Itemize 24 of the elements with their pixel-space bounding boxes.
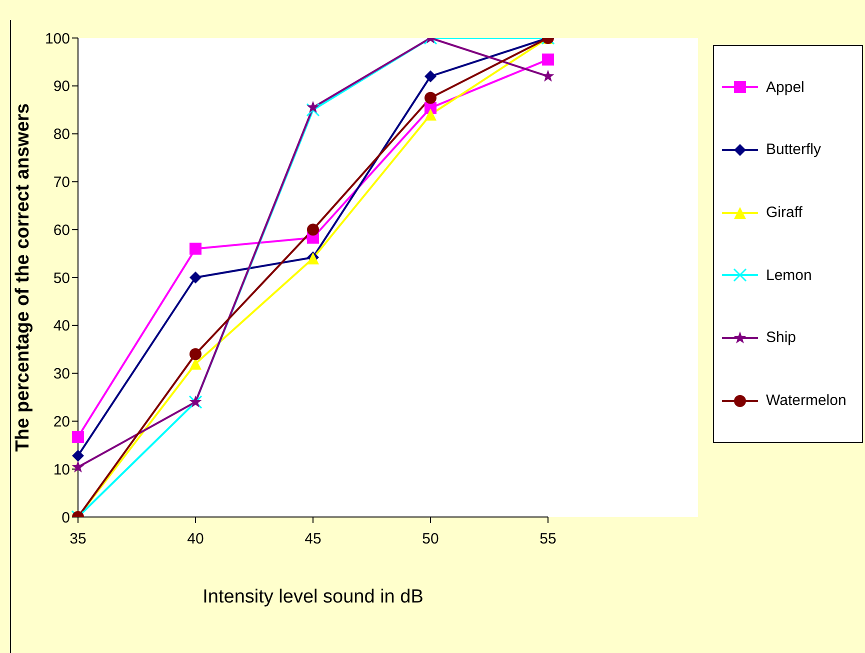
- y-tick-label: 70: [53, 174, 70, 192]
- legend-label: Watermelon: [766, 392, 846, 410]
- x-tick-label: 35: [70, 530, 86, 548]
- y-tick-label: 80: [53, 126, 70, 144]
- y-axis-title: The percentage of the correct answers: [12, 103, 34, 452]
- legend-label: Giraff: [766, 204, 802, 222]
- y-tick-label: 50: [53, 270, 70, 287]
- legend-label: Ship: [766, 329, 796, 346]
- x-tick-label: 50: [422, 530, 439, 548]
- y-tick-label: 90: [53, 78, 70, 96]
- legend-label: Lemon: [766, 266, 812, 284]
- x-tick-label: 40: [187, 530, 204, 548]
- y-tick-label: 0: [62, 509, 70, 526]
- x-tick-label: 45: [304, 530, 322, 548]
- y-tick-label: 20: [53, 414, 70, 431]
- legend-label: Butterfly: [766, 141, 822, 158]
- y-tick-label: 30: [53, 366, 70, 383]
- y-tick-label: 60: [53, 222, 70, 239]
- y-tick-label: 40: [53, 318, 70, 335]
- y-tick-label: 10: [53, 461, 70, 478]
- x-tick-label: 55: [540, 530, 556, 548]
- x-axis-title: Intensity level sound in dB: [202, 586, 424, 608]
- y-tick-label: 100: [44, 30, 70, 48]
- legend-label: Appel: [766, 78, 804, 96]
